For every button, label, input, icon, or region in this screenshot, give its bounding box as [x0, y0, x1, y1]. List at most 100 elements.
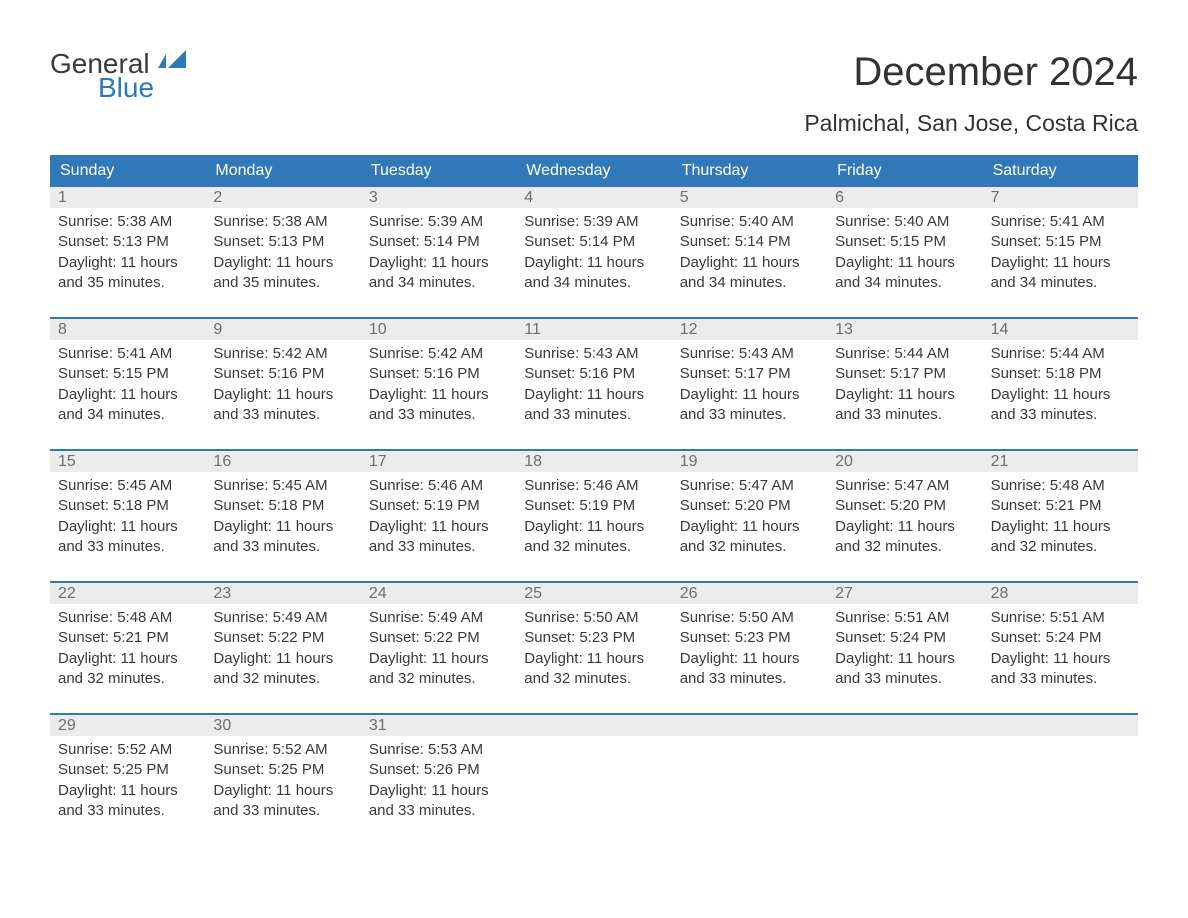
day-number: 19	[672, 451, 827, 472]
day-cell: Sunrise: 5:41 AMSunset: 5:15 PMDaylight:…	[50, 340, 205, 449]
sunrise-text: Sunrise: 5:43 AM	[524, 344, 663, 364]
day-cell: Sunrise: 5:38 AMSunset: 5:13 PMDaylight:…	[205, 208, 360, 317]
day-cell: Sunrise: 5:52 AMSunset: 5:25 PMDaylight:…	[50, 736, 205, 845]
sunset-text: Sunset: 5:15 PM	[991, 232, 1130, 252]
daylight-text: Daylight: 11 hours and 33 minutes.	[213, 517, 352, 558]
dayhead-mon: Monday	[205, 155, 360, 187]
sunset-text: Sunset: 5:21 PM	[991, 496, 1130, 516]
day-cell: Sunrise: 5:42 AMSunset: 5:16 PMDaylight:…	[205, 340, 360, 449]
sunrise-text: Sunrise: 5:47 AM	[835, 476, 974, 496]
sunset-text: Sunset: 5:24 PM	[991, 628, 1130, 648]
sunrise-text: Sunrise: 5:40 AM	[835, 212, 974, 232]
day-cell: Sunrise: 5:45 AMSunset: 5:18 PMDaylight:…	[205, 472, 360, 581]
sunrise-text: Sunrise: 5:41 AM	[58, 344, 197, 364]
day-number: 11	[516, 319, 671, 340]
sunset-text: Sunset: 5:23 PM	[524, 628, 663, 648]
day-number: 10	[361, 319, 516, 340]
sunrise-text: Sunrise: 5:46 AM	[524, 476, 663, 496]
sunset-text: Sunset: 5:19 PM	[524, 496, 663, 516]
daylight-text: Daylight: 11 hours and 33 minutes.	[213, 781, 352, 822]
day-number: 9	[205, 319, 360, 340]
daylight-text: Daylight: 11 hours and 34 minutes.	[835, 253, 974, 294]
day-number	[827, 715, 982, 736]
dayhead-fri: Friday	[827, 155, 982, 187]
day-cell: Sunrise: 5:51 AMSunset: 5:24 PMDaylight:…	[827, 604, 982, 713]
day-number: 25	[516, 583, 671, 604]
sunrise-text: Sunrise: 5:52 AM	[58, 740, 197, 760]
day-number: 17	[361, 451, 516, 472]
sunset-text: Sunset: 5:17 PM	[835, 364, 974, 384]
day-cell: Sunrise: 5:53 AMSunset: 5:26 PMDaylight:…	[361, 736, 516, 845]
sunrise-text: Sunrise: 5:45 AM	[213, 476, 352, 496]
day-number: 29	[50, 715, 205, 736]
day-cell: Sunrise: 5:43 AMSunset: 5:17 PMDaylight:…	[672, 340, 827, 449]
sunset-text: Sunset: 5:18 PM	[213, 496, 352, 516]
day-number: 2	[205, 187, 360, 208]
day-number: 28	[983, 583, 1138, 604]
sunrise-text: Sunrise: 5:44 AM	[991, 344, 1130, 364]
sunrise-text: Sunrise: 5:47 AM	[680, 476, 819, 496]
daylight-text: Daylight: 11 hours and 33 minutes.	[213, 385, 352, 426]
day-number: 7	[983, 187, 1138, 208]
sunset-text: Sunset: 5:22 PM	[369, 628, 508, 648]
sunset-text: Sunset: 5:25 PM	[213, 760, 352, 780]
sunset-text: Sunset: 5:13 PM	[58, 232, 197, 252]
day-cell: Sunrise: 5:43 AMSunset: 5:16 PMDaylight:…	[516, 340, 671, 449]
day-number: 22	[50, 583, 205, 604]
day-cell: Sunrise: 5:47 AMSunset: 5:20 PMDaylight:…	[827, 472, 982, 581]
day-number: 21	[983, 451, 1138, 472]
daylight-text: Daylight: 11 hours and 32 minutes.	[58, 649, 197, 690]
sunrise-text: Sunrise: 5:39 AM	[369, 212, 508, 232]
sunrise-text: Sunrise: 5:48 AM	[58, 608, 197, 628]
sunrise-text: Sunrise: 5:45 AM	[58, 476, 197, 496]
sunset-text: Sunset: 5:25 PM	[58, 760, 197, 780]
day-cell	[672, 736, 827, 845]
sunset-text: Sunset: 5:14 PM	[524, 232, 663, 252]
sunrise-text: Sunrise: 5:50 AM	[524, 608, 663, 628]
day-cell: Sunrise: 5:49 AMSunset: 5:22 PMDaylight:…	[361, 604, 516, 713]
day-cell: Sunrise: 5:44 AMSunset: 5:17 PMDaylight:…	[827, 340, 982, 449]
day-cell: Sunrise: 5:39 AMSunset: 5:14 PMDaylight:…	[516, 208, 671, 317]
sunset-text: Sunset: 5:18 PM	[991, 364, 1130, 384]
sunrise-text: Sunrise: 5:43 AM	[680, 344, 819, 364]
sunrise-text: Sunrise: 5:38 AM	[213, 212, 352, 232]
daylight-text: Daylight: 11 hours and 33 minutes.	[680, 385, 819, 426]
dayhead-thu: Thursday	[672, 155, 827, 187]
daylight-text: Daylight: 11 hours and 33 minutes.	[835, 649, 974, 690]
sunrise-text: Sunrise: 5:44 AM	[835, 344, 974, 364]
day-number	[983, 715, 1138, 736]
day-cell: Sunrise: 5:40 AMSunset: 5:15 PMDaylight:…	[827, 208, 982, 317]
daylight-text: Daylight: 11 hours and 33 minutes.	[369, 517, 508, 558]
day-number: 5	[672, 187, 827, 208]
sunset-text: Sunset: 5:20 PM	[680, 496, 819, 516]
sunset-text: Sunset: 5:16 PM	[524, 364, 663, 384]
daynum-row: 1234567	[50, 187, 1138, 208]
sunset-text: Sunset: 5:17 PM	[680, 364, 819, 384]
day-cell: Sunrise: 5:46 AMSunset: 5:19 PMDaylight:…	[516, 472, 671, 581]
day-number: 8	[50, 319, 205, 340]
day-cell: Sunrise: 5:39 AMSunset: 5:14 PMDaylight:…	[361, 208, 516, 317]
daylight-text: Daylight: 11 hours and 34 minutes.	[58, 385, 197, 426]
sunrise-text: Sunrise: 5:49 AM	[213, 608, 352, 628]
day-cell: Sunrise: 5:47 AMSunset: 5:20 PMDaylight:…	[672, 472, 827, 581]
sunset-text: Sunset: 5:16 PM	[369, 364, 508, 384]
logo-text-blue: Blue	[98, 74, 188, 102]
day-number: 16	[205, 451, 360, 472]
day-cell: Sunrise: 5:52 AMSunset: 5:25 PMDaylight:…	[205, 736, 360, 845]
page-title: December 2024	[853, 50, 1138, 95]
sunrise-text: Sunrise: 5:46 AM	[369, 476, 508, 496]
calendar-week: 891011121314Sunrise: 5:41 AMSunset: 5:15…	[50, 317, 1138, 449]
sunrise-text: Sunrise: 5:42 AM	[369, 344, 508, 364]
sunset-text: Sunset: 5:14 PM	[680, 232, 819, 252]
day-number: 23	[205, 583, 360, 604]
daylight-text: Daylight: 11 hours and 32 minutes.	[213, 649, 352, 690]
day-cell: Sunrise: 5:49 AMSunset: 5:22 PMDaylight:…	[205, 604, 360, 713]
daynum-row: 22232425262728	[50, 583, 1138, 604]
day-cell: Sunrise: 5:38 AMSunset: 5:13 PMDaylight:…	[50, 208, 205, 317]
day-number: 15	[50, 451, 205, 472]
daylight-text: Daylight: 11 hours and 33 minutes.	[369, 781, 508, 822]
day-number: 31	[361, 715, 516, 736]
sunset-text: Sunset: 5:15 PM	[58, 364, 197, 384]
daylight-text: Daylight: 11 hours and 32 minutes.	[524, 649, 663, 690]
dayhead-sat: Saturday	[983, 155, 1138, 187]
